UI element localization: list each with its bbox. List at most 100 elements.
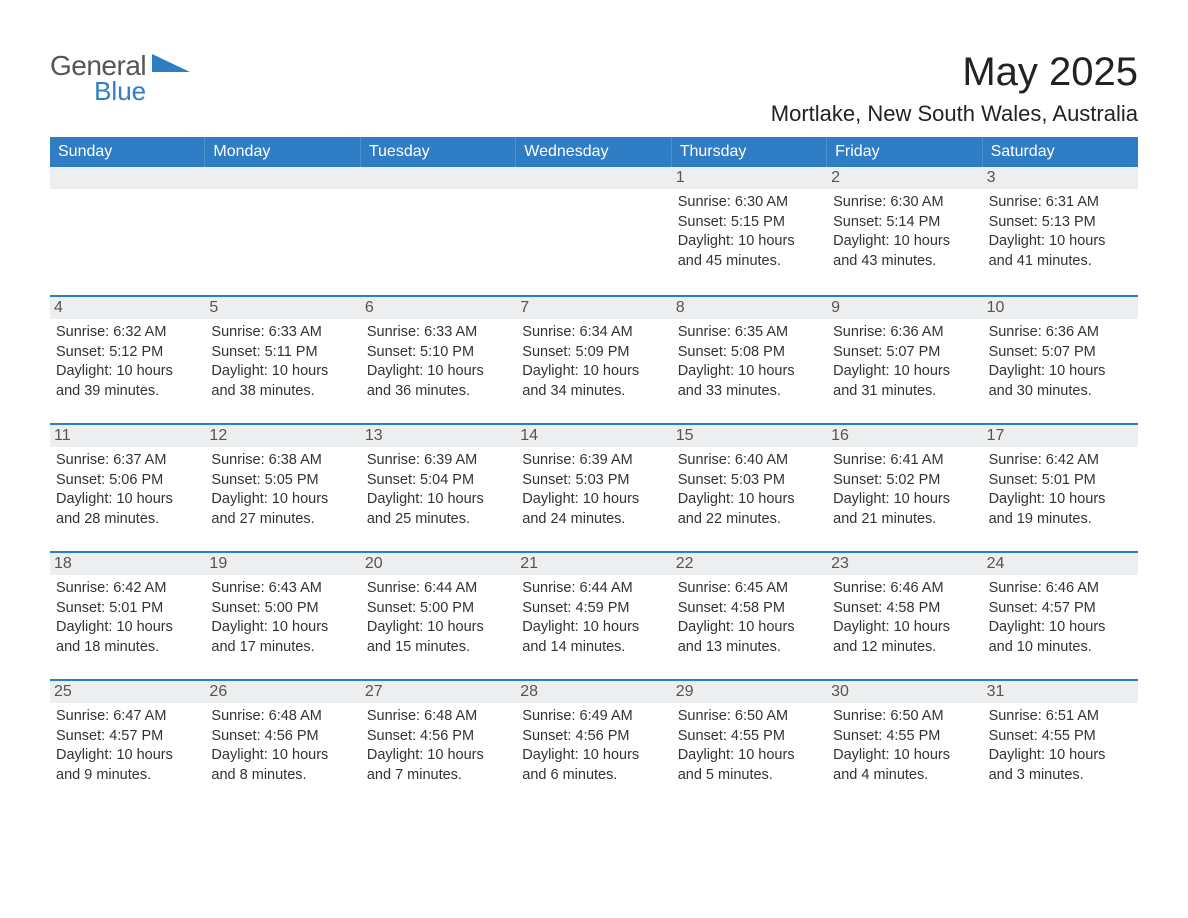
daylight1-text: Daylight: 10 hours	[56, 618, 199, 638]
daylight1-text: Daylight: 10 hours	[211, 362, 354, 382]
day-number: 29	[672, 681, 827, 703]
sunrise-text: Sunrise: 6:36 AM	[833, 323, 976, 343]
sunrise-text: Sunrise: 6:35 AM	[678, 323, 821, 343]
daylight2-text: and 5 minutes.	[678, 766, 821, 786]
daylight1-text: Daylight: 10 hours	[833, 618, 976, 638]
day-cell: 13Sunrise: 6:39 AMSunset: 5:04 PMDayligh…	[361, 425, 516, 551]
daylight2-text: and 24 minutes.	[522, 510, 665, 530]
sunrise-text: Sunrise: 6:36 AM	[989, 323, 1132, 343]
sunrise-text: Sunrise: 6:51 AM	[989, 707, 1132, 727]
daylight1-text: Daylight: 10 hours	[989, 232, 1132, 252]
daylight2-text: and 34 minutes.	[522, 382, 665, 402]
day-number: 24	[983, 553, 1138, 575]
day-cell: 20Sunrise: 6:44 AMSunset: 5:00 PMDayligh…	[361, 553, 516, 679]
sunrise-text: Sunrise: 6:44 AM	[367, 579, 510, 599]
daylight1-text: Daylight: 10 hours	[833, 746, 976, 766]
daylight2-text: and 10 minutes.	[989, 638, 1132, 658]
title-block: May 2025 Mortlake, New South Wales, Aust…	[771, 50, 1138, 127]
sunrise-text: Sunrise: 6:42 AM	[989, 451, 1132, 471]
logo-triangle-icon	[152, 50, 196, 74]
day-cell: 4Sunrise: 6:32 AMSunset: 5:12 PMDaylight…	[50, 297, 205, 423]
day-cell: 8 Sunrise: 6:35 AMSunset: 5:08 PMDaylight…	[672, 297, 827, 423]
daylight2-text: and 12 minutes.	[833, 638, 976, 658]
sunrise-text: Sunrise: 6:39 AM	[522, 451, 665, 471]
week-row: 25Sunrise: 6:47 AMSunset: 4:57 PMDayligh…	[50, 679, 1138, 807]
sunset-text: Sunset: 5:07 PM	[833, 343, 976, 363]
day-number	[205, 167, 360, 189]
day-number: 1	[672, 167, 827, 189]
daylight2-text: and 33 minutes.	[678, 382, 821, 402]
daylight1-text: Daylight: 10 hours	[211, 490, 354, 510]
day-number: 4	[50, 297, 205, 319]
daylight2-text: and 38 minutes.	[211, 382, 354, 402]
daylight1-text: Daylight: 10 hours	[522, 490, 665, 510]
daylight1-text: Daylight: 10 hours	[367, 746, 510, 766]
sunrise-text: Sunrise: 6:31 AM	[989, 193, 1132, 213]
day-number: 25	[50, 681, 205, 703]
daylight2-text: and 17 minutes.	[211, 638, 354, 658]
day-cell: 12Sunrise: 6:38 AMSunset: 5:05 PMDayligh…	[205, 425, 360, 551]
weekday-header-cell: Tuesday	[361, 137, 516, 167]
day-cell: 22Sunrise: 6:45 AMSunset: 4:58 PMDayligh…	[672, 553, 827, 679]
sunrise-text: Sunrise: 6:39 AM	[367, 451, 510, 471]
sunrise-text: Sunrise: 6:49 AM	[522, 707, 665, 727]
sunrise-text: Sunrise: 6:50 AM	[678, 707, 821, 727]
week-row: 18Sunrise: 6:42 AMSunset: 5:01 PMDayligh…	[50, 551, 1138, 679]
page-header: General Blue May 2025 Mortlake, New Sout…	[50, 50, 1138, 127]
day-number: 31	[983, 681, 1138, 703]
sunset-text: Sunset: 4:57 PM	[989, 599, 1132, 619]
day-number: 8	[672, 297, 827, 319]
day-cell: 14Sunrise: 6:39 AMSunset: 5:03 PMDayligh…	[516, 425, 671, 551]
day-number: 11	[50, 425, 205, 447]
sunset-text: Sunset: 5:03 PM	[678, 471, 821, 491]
sunrise-text: Sunrise: 6:50 AM	[833, 707, 976, 727]
daylight1-text: Daylight: 10 hours	[211, 746, 354, 766]
day-cell: 17Sunrise: 6:42 AMSunset: 5:01 PMDayligh…	[983, 425, 1138, 551]
daylight2-text: and 19 minutes.	[989, 510, 1132, 530]
day-number: 22	[672, 553, 827, 575]
week-row: 11Sunrise: 6:37 AMSunset: 5:06 PMDayligh…	[50, 423, 1138, 551]
weekday-header-row: SundayMondayTuesdayWednesdayThursdayFrid…	[50, 137, 1138, 167]
sunrise-text: Sunrise: 6:48 AM	[211, 707, 354, 727]
daylight2-text: and 3 minutes.	[989, 766, 1132, 786]
daylight2-text: and 45 minutes.	[678, 252, 821, 272]
daylight1-text: Daylight: 10 hours	[56, 490, 199, 510]
day-number: 27	[361, 681, 516, 703]
daylight2-text: and 9 minutes.	[56, 766, 199, 786]
sunset-text: Sunset: 5:13 PM	[989, 213, 1132, 233]
daylight2-text: and 43 minutes.	[833, 252, 976, 272]
weekday-header-cell: Monday	[205, 137, 360, 167]
sunrise-text: Sunrise: 6:44 AM	[522, 579, 665, 599]
sunset-text: Sunset: 4:58 PM	[833, 599, 976, 619]
day-number: 13	[361, 425, 516, 447]
daylight2-text: and 18 minutes.	[56, 638, 199, 658]
sunset-text: Sunset: 4:55 PM	[989, 727, 1132, 747]
weekday-header-cell: Thursday	[672, 137, 827, 167]
sunset-text: Sunset: 5:11 PM	[211, 343, 354, 363]
day-cell: 15Sunrise: 6:40 AMSunset: 5:03 PMDayligh…	[672, 425, 827, 551]
daylight1-text: Daylight: 10 hours	[678, 362, 821, 382]
daylight2-text: and 14 minutes.	[522, 638, 665, 658]
sunrise-text: Sunrise: 6:32 AM	[56, 323, 199, 343]
day-cell-empty	[50, 167, 205, 295]
day-cell: 28Sunrise: 6:49 AMSunset: 4:56 PMDayligh…	[516, 681, 671, 807]
daylight1-text: Daylight: 10 hours	[833, 232, 976, 252]
sunset-text: Sunset: 5:00 PM	[367, 599, 510, 619]
sunset-text: Sunset: 5:01 PM	[989, 471, 1132, 491]
daylight1-text: Daylight: 10 hours	[989, 362, 1132, 382]
sunset-text: Sunset: 5:15 PM	[678, 213, 821, 233]
sunset-text: Sunset: 5:02 PM	[833, 471, 976, 491]
sunset-text: Sunset: 5:08 PM	[678, 343, 821, 363]
weekday-header-cell: Sunday	[50, 137, 205, 167]
sunrise-text: Sunrise: 6:34 AM	[522, 323, 665, 343]
sunset-text: Sunset: 4:55 PM	[678, 727, 821, 747]
daylight1-text: Daylight: 10 hours	[989, 746, 1132, 766]
sunset-text: Sunset: 5:14 PM	[833, 213, 976, 233]
location-subtitle: Mortlake, New South Wales, Australia	[771, 101, 1138, 127]
day-cell: 1Sunrise: 6:30 AMSunset: 5:15 PMDaylight…	[672, 167, 827, 295]
day-number: 20	[361, 553, 516, 575]
daylight2-text: and 22 minutes.	[678, 510, 821, 530]
daylight2-text: and 15 minutes.	[367, 638, 510, 658]
daylight1-text: Daylight: 10 hours	[522, 618, 665, 638]
daylight1-text: Daylight: 10 hours	[678, 746, 821, 766]
